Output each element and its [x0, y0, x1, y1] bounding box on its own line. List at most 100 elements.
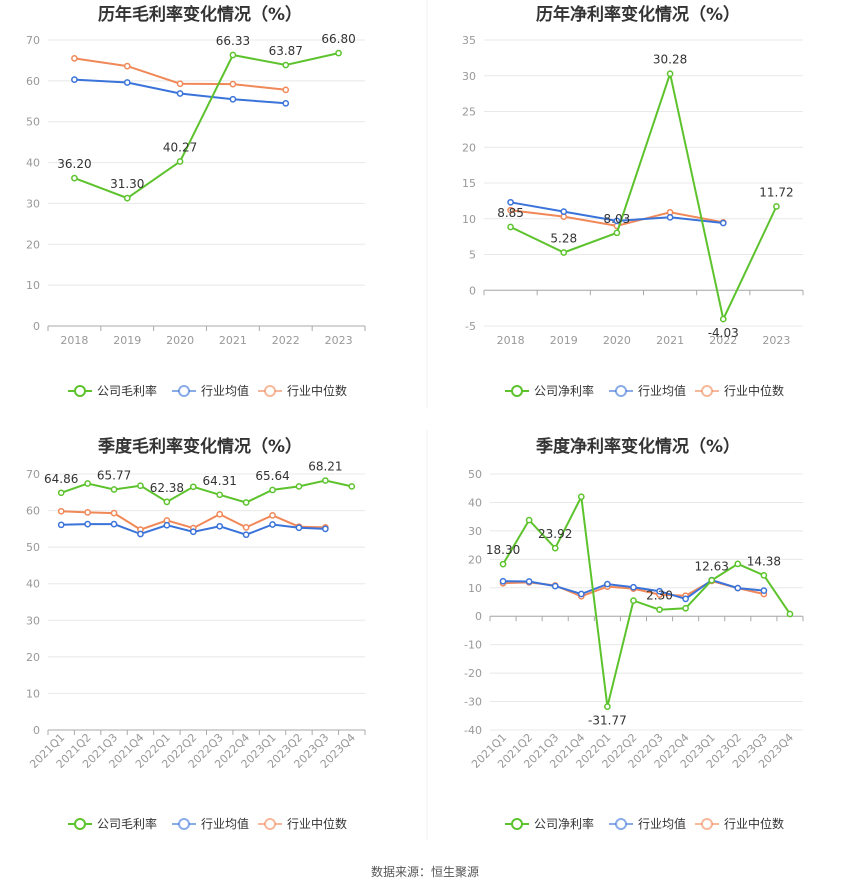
- data-point-company: [57, 489, 65, 497]
- data-point-company: [84, 480, 91, 487]
- y-tick-label: 30: [26, 614, 40, 627]
- series-line-company: [74, 52, 339, 200]
- y-tick-label: 0: [469, 284, 476, 297]
- data-label: 30.28: [653, 53, 687, 67]
- data-label: 2.30: [646, 589, 673, 603]
- x-tick-label: 2022: [272, 334, 300, 347]
- data-point-avg: [719, 219, 727, 227]
- data-label: -4.03: [708, 326, 739, 340]
- data-label: 23.92: [538, 527, 572, 541]
- data-label: 65.64: [255, 469, 289, 483]
- legend-marker-avg: [615, 818, 627, 830]
- data-label: 68.21: [308, 460, 342, 474]
- y-tick-label: 20: [26, 651, 40, 664]
- data-point-company: [604, 703, 611, 710]
- data-label: 36.20: [57, 157, 91, 171]
- data-point-avg: [216, 522, 224, 530]
- legend-label: 行业中位数: [287, 816, 347, 831]
- data-point-company: [560, 249, 568, 256]
- data-point-median: [269, 511, 276, 519]
- data-point-median: [229, 80, 237, 88]
- data-point-avg: [666, 213, 674, 221]
- data-label: 65.77: [97, 468, 131, 482]
- x-tick-label: 2021: [656, 334, 684, 347]
- data-point-median: [507, 206, 514, 214]
- y-tick-label: -20: [464, 667, 482, 680]
- data-point-company: [786, 610, 794, 618]
- y-tick-label: -5: [465, 320, 476, 333]
- y-tick-label: 30: [468, 525, 482, 538]
- data-point-avg: [682, 595, 689, 603]
- data-point-avg: [71, 76, 78, 83]
- y-tick-label: 15: [462, 177, 476, 190]
- data-point-median: [84, 509, 91, 516]
- data-point-avg: [499, 577, 507, 585]
- data-label: 31.30: [110, 177, 144, 191]
- data-point-company: [216, 491, 224, 499]
- y-tick-label: 10: [26, 687, 40, 700]
- x-tick-label: 2018: [60, 334, 88, 347]
- data-label: 64.31: [203, 474, 237, 488]
- y-tick-label: 20: [468, 553, 482, 566]
- data-point-company: [551, 544, 559, 552]
- data-point-avg: [734, 584, 742, 592]
- data-point-company: [71, 174, 78, 182]
- data-point-avg: [57, 521, 65, 529]
- data-label: 40.27: [163, 140, 197, 154]
- legend-label: 行业中位数: [287, 383, 347, 398]
- y-tick-label: 5: [469, 249, 476, 262]
- y-tick-label: 70: [26, 34, 40, 47]
- data-point-avg: [551, 582, 559, 590]
- data-label: 64.86: [44, 472, 78, 486]
- y-tick-label: 30: [462, 70, 476, 83]
- y-tick-label: 0: [33, 724, 40, 737]
- series-line-company: [60, 479, 353, 504]
- legend-label: 行业均值: [201, 816, 249, 831]
- data-point-company: [577, 493, 585, 501]
- data-point-avg: [269, 521, 276, 528]
- y-tick-label: 30: [26, 197, 40, 210]
- y-tick-label: 10: [462, 213, 476, 226]
- data-label: 66.80: [321, 32, 355, 46]
- data-point-company: [499, 560, 507, 568]
- data-point-company: [137, 482, 144, 490]
- data-point-company: [734, 560, 742, 568]
- legend-label: 公司净利率: [534, 816, 594, 831]
- data-point-company: [189, 483, 197, 491]
- data-point-avg: [242, 531, 250, 539]
- y-tick-label: 0: [475, 610, 482, 623]
- data-point-company: [630, 597, 637, 604]
- y-tick-label: -40: [464, 724, 482, 737]
- legend-marker-avg: [178, 818, 190, 830]
- y-tick-label: 20: [26, 238, 40, 251]
- data-point-median: [71, 55, 78, 62]
- data-point-company: [708, 576, 716, 584]
- data-point-avg: [656, 587, 663, 595]
- data-point-avg: [189, 528, 197, 536]
- data-label: 5.28: [550, 231, 577, 245]
- legend-marker-company: [74, 818, 86, 830]
- data-point-median: [216, 510, 224, 518]
- data-label: 63.87: [269, 44, 303, 58]
- data-point-company: [176, 158, 184, 165]
- data-point-avg: [322, 525, 329, 533]
- x-tick-label: 2020: [166, 334, 194, 347]
- x-tick-label: 2019: [550, 334, 578, 347]
- data-point-avg: [613, 217, 621, 225]
- data-point-company: [666, 70, 674, 78]
- legend-marker-company: [511, 385, 523, 397]
- x-tick-label: 2019: [113, 334, 141, 347]
- data-point-company: [719, 315, 727, 323]
- legend-marker-company: [74, 385, 86, 397]
- data-point-company: [613, 229, 621, 237]
- data-point-company: [682, 604, 689, 612]
- data-point-company: [507, 223, 514, 231]
- y-tick-label: 50: [468, 468, 482, 481]
- data-point-avg: [163, 521, 171, 529]
- legend-marker-median: [701, 385, 713, 397]
- data-point-median: [57, 507, 65, 515]
- y-tick-label: 10: [26, 279, 40, 292]
- legend-label: 行业中位数: [724, 816, 784, 831]
- data-point-avg: [577, 590, 585, 598]
